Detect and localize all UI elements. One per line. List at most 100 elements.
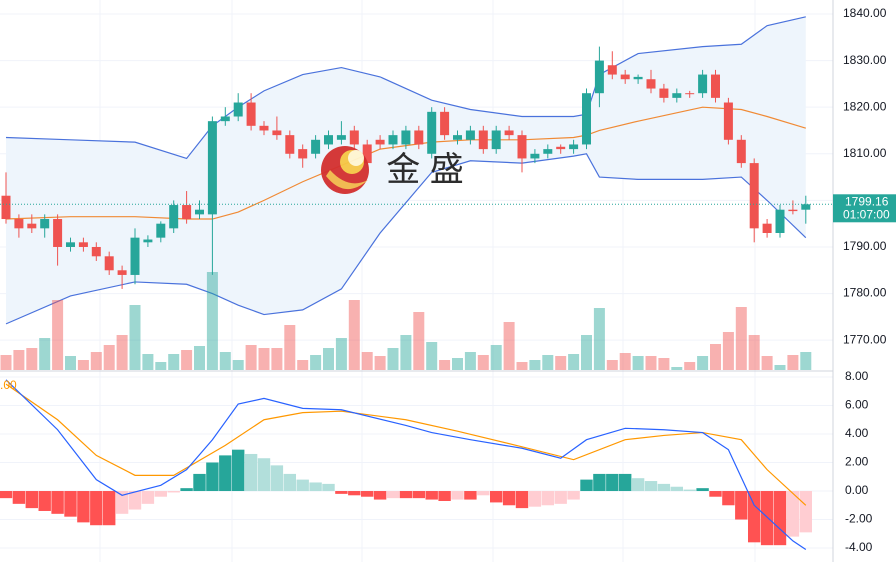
volume-bar xyxy=(426,342,438,370)
histogram-bar xyxy=(361,491,374,497)
histogram-bar xyxy=(735,491,748,520)
volume-bar xyxy=(129,305,141,370)
histogram-bar xyxy=(412,491,425,499)
volume-bar xyxy=(194,346,205,370)
histogram-bar xyxy=(270,465,284,492)
macd-line xyxy=(5,379,807,550)
volume-bar xyxy=(658,358,670,370)
histogram-bar xyxy=(257,458,271,492)
histogram-bar xyxy=(309,482,322,492)
volume-bar xyxy=(722,332,734,370)
y-tick-label: 1790.00 xyxy=(843,239,887,253)
volume-bar xyxy=(232,360,244,370)
volume-bar xyxy=(710,344,721,370)
histogram-bar xyxy=(90,491,103,526)
volume-bar xyxy=(348,300,360,370)
y-tick-label: 0.00 xyxy=(845,483,869,497)
histogram-bar xyxy=(0,491,13,499)
candle-body xyxy=(633,76,643,80)
volume-bar xyxy=(490,345,502,370)
volume-bar xyxy=(529,360,541,370)
histogram-bar xyxy=(115,491,129,514)
volume-bar xyxy=(542,355,554,370)
candle-body xyxy=(143,239,153,243)
candle-body xyxy=(659,88,669,98)
volume-bar xyxy=(181,350,193,370)
histogram-bar xyxy=(631,478,645,492)
histogram-bar xyxy=(709,491,722,497)
volume-bar xyxy=(761,356,773,370)
watermark-text: 金 盛 xyxy=(386,151,463,189)
candle-body xyxy=(736,139,746,164)
y-tick-label: -4.00 xyxy=(845,540,873,554)
candle-body xyxy=(195,209,204,215)
volume-bar xyxy=(103,345,115,370)
histogram-bar xyxy=(244,453,258,492)
histogram-bar xyxy=(103,491,116,526)
histogram-bar xyxy=(490,491,503,503)
y-tick-label: 1770.00 xyxy=(843,332,887,346)
candle-body xyxy=(465,130,475,140)
axes: 1770.001780.001790.001800.001810.001820.… xyxy=(0,6,896,554)
candle-body xyxy=(78,242,88,247)
histogram-bar xyxy=(386,491,400,499)
histogram-bar xyxy=(283,473,296,492)
histogram-bar xyxy=(502,491,516,506)
candle-body xyxy=(504,130,514,136)
histogram-bar xyxy=(554,491,567,504)
candle-body xyxy=(801,204,811,210)
volume-bar xyxy=(555,356,567,370)
candle-body xyxy=(156,223,166,238)
histogram-bar xyxy=(593,473,606,492)
volume-bar xyxy=(387,348,399,370)
histogram-bar xyxy=(786,491,800,537)
histogram-bar xyxy=(193,473,206,492)
candle-body xyxy=(440,111,450,136)
histogram-bar xyxy=(399,491,413,499)
candle-body xyxy=(646,79,656,89)
y-tick-label: 8.00 xyxy=(845,369,869,383)
volume-bar xyxy=(323,348,334,370)
y-tick-label: 1780.00 xyxy=(843,286,887,300)
candle-body xyxy=(272,130,282,136)
candle-body xyxy=(401,130,411,145)
candle-body xyxy=(130,237,140,275)
histogram-bar xyxy=(141,491,155,504)
candle-body xyxy=(66,242,75,247)
volume-bar xyxy=(477,355,489,370)
y-tick-label: 2.00 xyxy=(845,455,869,469)
y-tick-label: 4.00 xyxy=(845,426,869,440)
volume-bar xyxy=(310,355,322,370)
band-fill xyxy=(6,16,806,324)
volume-bar xyxy=(258,348,270,370)
candle-body xyxy=(14,219,24,229)
histogram-bar xyxy=(38,491,51,511)
watermark: 金 盛 xyxy=(321,146,464,194)
histogram-bar xyxy=(219,455,232,492)
price-pane xyxy=(0,13,833,370)
candle-body xyxy=(362,144,372,164)
candle-body xyxy=(375,139,385,145)
histogram-bar xyxy=(528,491,542,507)
histogram-bar xyxy=(425,491,438,500)
histogram-bar xyxy=(515,491,529,509)
volume-bar xyxy=(400,335,412,370)
y-tick-label: 1830.00 xyxy=(843,53,887,67)
histogram-bar xyxy=(541,491,554,506)
volume-bar xyxy=(413,312,425,370)
volume-bar xyxy=(439,360,451,370)
histogram-bar xyxy=(322,483,335,492)
candle-body xyxy=(27,223,37,229)
volume-bar xyxy=(452,358,463,370)
volume-bar xyxy=(671,367,683,370)
candle-body xyxy=(388,135,398,145)
histogram-bar xyxy=(128,491,142,510)
candle-body xyxy=(53,219,63,247)
y-tick-label: 1820.00 xyxy=(843,99,887,113)
candle-body xyxy=(569,144,579,150)
candle-body xyxy=(685,93,695,95)
volume-bar xyxy=(52,300,64,370)
candle-body xyxy=(517,135,527,159)
volume-bar xyxy=(26,348,38,370)
histogram-bar xyxy=(722,491,735,506)
